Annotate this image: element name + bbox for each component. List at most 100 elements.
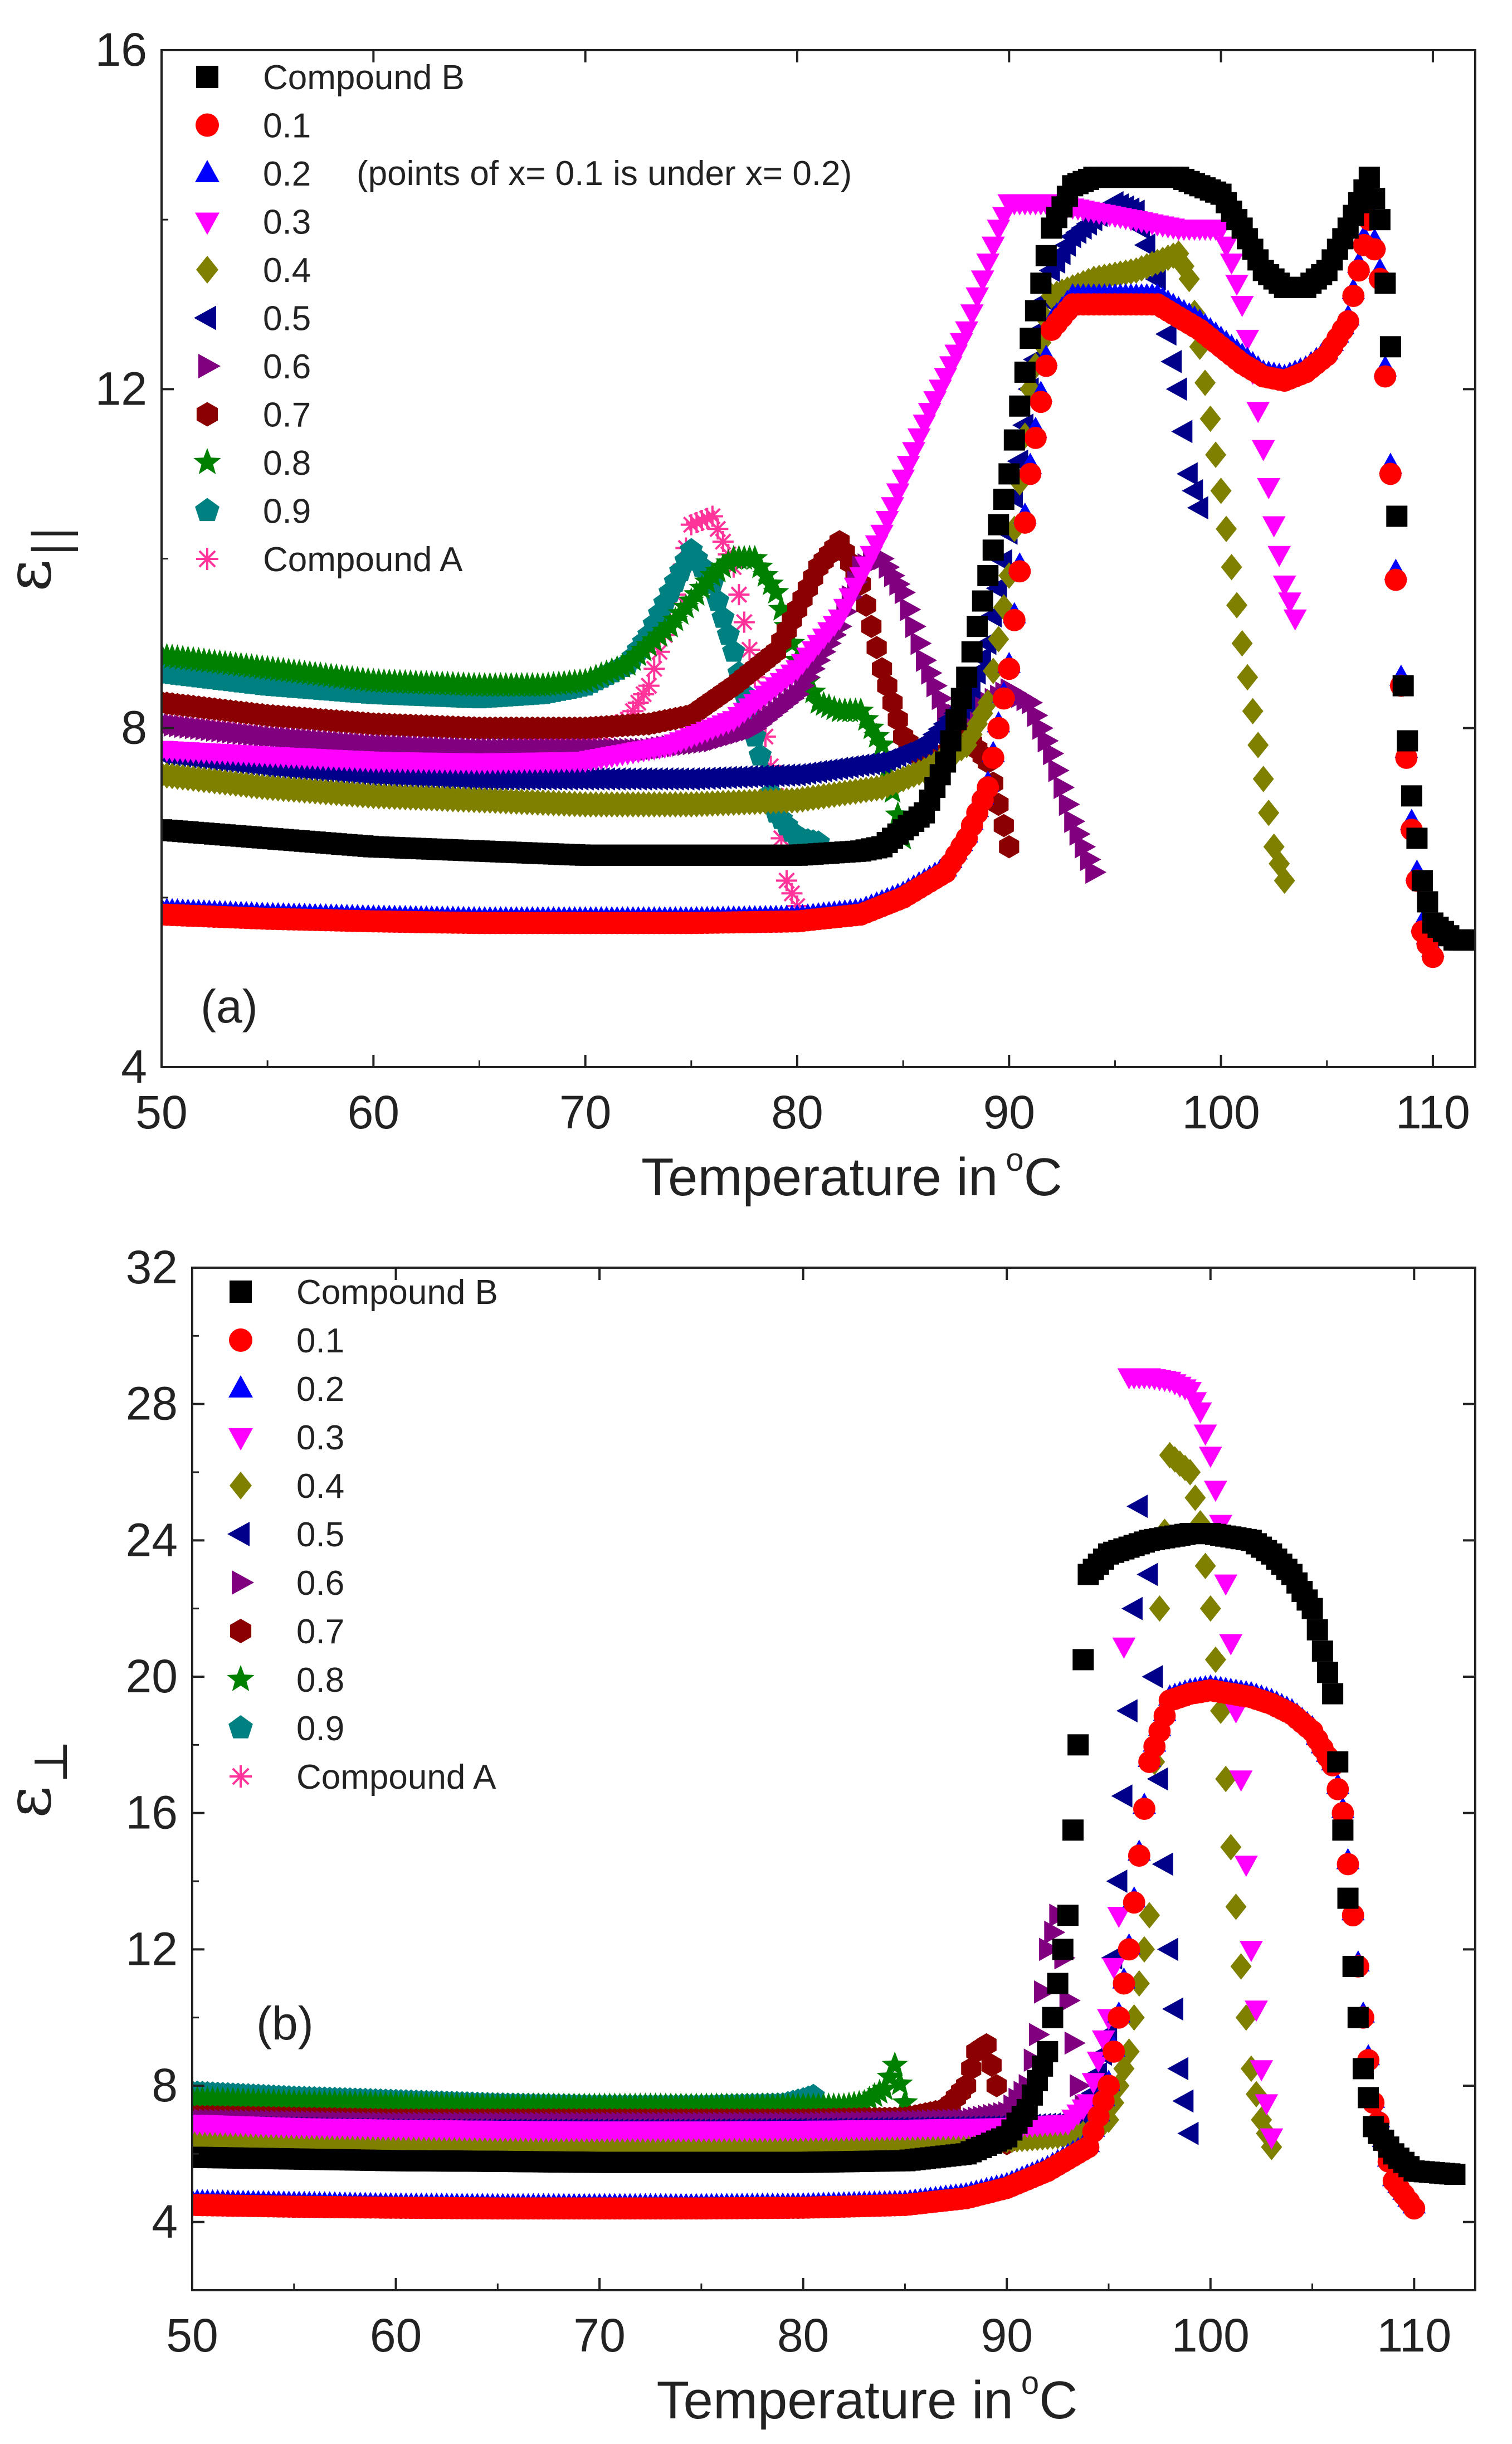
- data-point: [1384, 568, 1407, 591]
- data-point: [1216, 515, 1237, 542]
- data-point: [1342, 1904, 1364, 1927]
- data-point: [1403, 2197, 1426, 2220]
- data-point: [1030, 272, 1052, 294]
- data-point: [940, 730, 962, 752]
- data-point: [1157, 1937, 1178, 1961]
- legend-marker: [228, 1428, 253, 1450]
- legend-label: 0.2: [296, 1370, 344, 1409]
- data-point: [643, 658, 665, 680]
- data-point: [1392, 675, 1414, 697]
- data-point: [1152, 1852, 1173, 1876]
- x-tick-label: 110: [1377, 2309, 1451, 2362]
- data-point: [1342, 1955, 1364, 1977]
- data-point: [1182, 479, 1203, 503]
- x-tick-label: 90: [983, 1086, 1035, 1138]
- y-tick-label: 8: [121, 702, 147, 754]
- data-point: [1035, 245, 1057, 266]
- data-point: [858, 714, 885, 739]
- data-point: [1327, 1751, 1349, 1773]
- data-point: [800, 678, 826, 703]
- data-point: [1444, 2164, 1466, 2185]
- data-point: [1337, 310, 1359, 333]
- x-tick-label: 110: [1396, 1086, 1470, 1138]
- data-point: [1194, 369, 1216, 396]
- data-point: [1205, 441, 1227, 468]
- data-point: [1221, 554, 1242, 581]
- data-point: [961, 721, 983, 748]
- data-point: [1369, 209, 1391, 231]
- data-point: [1009, 395, 1031, 417]
- data-point: [1030, 391, 1052, 413]
- plot-area: [192, 1368, 1466, 2220]
- data-point: [1210, 1697, 1232, 1724]
- data-point: [1098, 2075, 1120, 2097]
- y-axis-title-subscript: ||: [23, 525, 78, 557]
- data-point: [1230, 1953, 1252, 1980]
- data-point: [1160, 350, 1182, 373]
- data-point: [1025, 300, 1046, 322]
- series-0.1: [162, 208, 1444, 968]
- data-point: [961, 641, 983, 663]
- y-tick-label: 32: [126, 1241, 178, 1293]
- x-axis-title-text: Temperature in: [657, 2370, 1013, 2430]
- data-point: [1421, 946, 1444, 968]
- series-0.8: [162, 544, 916, 850]
- data-point: [1306, 1619, 1328, 1640]
- data-point: [1042, 2007, 1064, 2028]
- data-point: [1081, 2073, 1105, 2095]
- data-point: [1199, 405, 1221, 432]
- legend-label: 0.5: [296, 1516, 344, 1554]
- data-point: [1037, 729, 1059, 753]
- data-point: [1234, 1856, 1258, 1877]
- legend-marker: [196, 402, 218, 427]
- data-point: [716, 622, 740, 645]
- data-point: [955, 321, 979, 343]
- data-point: [1397, 730, 1418, 752]
- data-point: [885, 801, 911, 826]
- data-point: [956, 666, 978, 688]
- data-point: [981, 236, 1005, 258]
- data-point: [748, 743, 772, 766]
- data-point: [1102, 1958, 1125, 1979]
- data-point: [1106, 1869, 1128, 1893]
- legend-label: Compound A: [263, 541, 463, 579]
- data-point: [1262, 516, 1286, 538]
- data-point: [747, 553, 773, 578]
- y-tick-label: 16: [95, 23, 147, 76]
- y-axis-title: ε⊥: [0, 1740, 78, 1818]
- data-point: [1332, 1819, 1354, 1841]
- y-tick-label: 28: [126, 1377, 178, 1430]
- data-point: [1337, 1887, 1359, 1909]
- legend-marker: [194, 305, 216, 330]
- legend-marker: [196, 113, 219, 137]
- data-point: [1204, 1481, 1227, 1502]
- y-tick-label: 20: [126, 1650, 178, 1702]
- data-point: [982, 746, 1004, 769]
- y-axis-title-symbol: ε: [0, 559, 65, 592]
- data-point: [1028, 2023, 1050, 2047]
- x-tick-label: 80: [771, 1086, 823, 1138]
- data-point: [970, 270, 994, 292]
- x-axis-title-degree: o: [1021, 2365, 1039, 2401]
- data-point: [1242, 698, 1264, 724]
- x-tick-label: 60: [348, 1086, 399, 1138]
- data-point: [1144, 267, 1166, 291]
- data-point: [1085, 860, 1107, 884]
- data-point: [1072, 1649, 1094, 1671]
- data-point: [1374, 272, 1396, 294]
- data-point: [722, 639, 745, 662]
- data-point: [905, 615, 926, 639]
- data-point: [706, 588, 730, 611]
- data-point: [982, 539, 1004, 561]
- data-point: [1272, 575, 1296, 597]
- data-point: [1188, 1402, 1212, 1424]
- data-point: [1316, 1662, 1338, 1683]
- x-tick-label: 100: [1182, 1086, 1260, 1138]
- legend-marker: [196, 548, 218, 570]
- data-point: [977, 776, 999, 799]
- data-point: [1139, 1902, 1160, 1929]
- legend-marker: [229, 1328, 252, 1352]
- legend: Compound B 0.1 0.2 0.3 0.4 0.5 0.6 0.7 0.8 0.9 Com…: [193, 59, 465, 579]
- data-point: [1230, 296, 1254, 317]
